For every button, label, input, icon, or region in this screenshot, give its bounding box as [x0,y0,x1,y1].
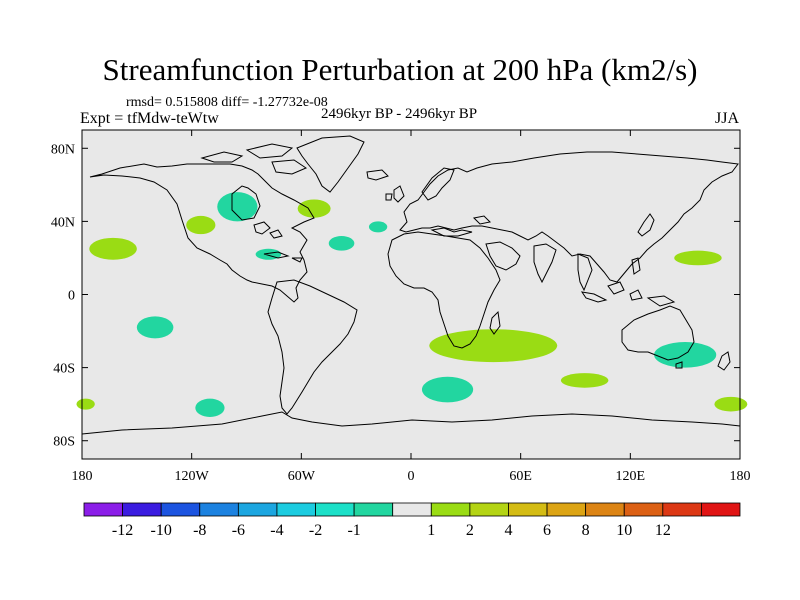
anomaly-north-america-negative [217,192,258,222]
anomaly-west-pacific-positive [674,250,722,266]
colorbar-swatch [701,502,741,517]
colorbar-swatch [83,502,123,517]
colorbar-label: -12 [112,522,133,539]
colorbar-swatch [585,502,625,517]
coastline-india [533,243,557,284]
x-tick-label: 180 [72,469,93,484]
colorbar-swatch [353,502,394,517]
map-title: Streamfunction Perturbation at 200 hPa (… [102,52,698,87]
colorbar-swatch [160,502,201,517]
y-tick-label: 80S [53,435,75,450]
coastline-iceland [366,169,389,181]
colorbar-swatch [508,502,548,517]
x-tick-label: 120W [175,469,210,484]
coastline-hudson-bay [231,185,261,221]
anomaly-indian-ocean-positive [560,373,609,388]
y-tick-label: 40N [51,215,75,230]
x-tick-label: 0 [408,469,415,484]
coastline-south-america [267,279,358,415]
coastline-africa [387,231,501,349]
experiment-label: Expt = tfMdw-teWtw [80,110,219,127]
coastline-japan [637,213,655,237]
anomaly-east-atlantic-negative [368,221,388,233]
y-tick-label: 80N [51,142,75,157]
colorbar-label: -6 [232,522,245,539]
colorbar: -12 -10 -8 -6 -4 -2 -1 1 2 4 6 8 10 12 [83,502,741,539]
colorbar-label: 1 [427,522,435,539]
colorbar-label: 12 [655,522,671,539]
anomaly-california-positive [186,215,216,235]
anomaly-north-pacific-positive [89,237,137,260]
anomaly-south-pacific-negative [136,316,174,339]
colorbar-label: 4 [504,522,512,539]
colorbar-swatch [546,502,587,517]
coastline-australia [621,305,695,361]
colorbar-label: -4 [270,522,283,539]
time-subtitle: 2496kyr BP - 2496kyr BP [321,106,478,122]
coastline-tasmania [675,361,683,369]
colorbar-swatch [315,502,355,517]
colorbar-label: 8 [582,522,590,539]
colorbar-label: -8 [193,522,206,539]
anomaly-southern-africa-positive [429,329,558,363]
coastline-philippines [631,257,641,275]
colorbar-label: -2 [309,522,322,539]
coastlines [81,135,741,435]
coastline-se-asia [577,253,593,292]
coastline-greenland [296,135,365,193]
anomaly-australia-negative [654,342,717,368]
x-tick-label: 60E [509,469,532,484]
colorbar-label: 6 [543,522,551,539]
colorbar-label: 2 [466,522,474,539]
colorbar-swatch [469,502,509,517]
anomaly-newfoundland-positive [297,199,331,218]
coastline-caribbean [263,251,303,263]
x-tick-label: 180 [730,469,751,484]
anomaly-southeast-pacific-positive [714,396,748,412]
colorbar-swatch [662,502,702,517]
coastline-eurasia [399,151,739,283]
axis-ticks: 180 120W 60W 0 60E 120E 180 80N 40N 0 40S 80S [51,130,751,484]
colorbar-swatch [237,502,278,517]
y-tick-label: 0 [68,289,75,304]
coastline-new-zealand [717,351,731,371]
x-tick-label: 120E [616,469,646,484]
colorbar-swatch [199,502,239,517]
coastline-arctic-islands [200,143,308,175]
x-tick-label: 60W [288,469,316,484]
coastline-arabia [485,241,521,271]
colorbar-swatch [623,502,664,517]
coastline-british-isles [385,185,405,203]
coastline-north-america [89,163,315,303]
anomaly-dateline-south-positive [76,398,95,410]
y-tick-label: 40S [53,362,75,377]
colorbar-label: 10 [616,522,632,539]
coastline-scandinavia [421,167,455,201]
anomaly-layer [76,192,748,417]
anomaly-north-atlantic-negative [328,236,355,251]
stats-line: rmsd= 0.515808 diff= -1.27732e-08 [126,95,328,110]
coastline-antarctica [81,411,741,435]
coastline-indonesia [580,281,676,307]
anomaly-southwest-pacific-negative [195,398,225,417]
colorbar-label: -10 [151,522,172,539]
colorbar-swatch [392,502,432,517]
colorbar-label: -1 [347,522,360,539]
map-area: 180 120W 60W 0 60E 120E 180 80N 40N 0 40S 80S [51,129,751,484]
colorbar-swatch [276,502,316,517]
coastline-great-lakes [253,221,283,239]
map-background [82,130,740,459]
coastline-madagascar [489,310,501,335]
season-label: JJA [715,110,740,127]
colorbar-swatch [430,502,471,517]
colorbar-swatch [122,502,162,517]
anomaly-south-atlantic-negative [421,376,474,403]
